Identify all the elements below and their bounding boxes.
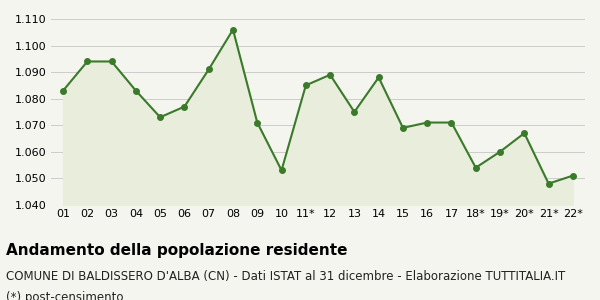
Text: (*) post-censimento: (*) post-censimento [6, 291, 124, 300]
Text: COMUNE DI BALDISSERO D'ALBA (CN) - Dati ISTAT al 31 dicembre - Elaborazione TUTT: COMUNE DI BALDISSERO D'ALBA (CN) - Dati … [6, 270, 565, 283]
Text: Andamento della popolazione residente: Andamento della popolazione residente [6, 243, 347, 258]
